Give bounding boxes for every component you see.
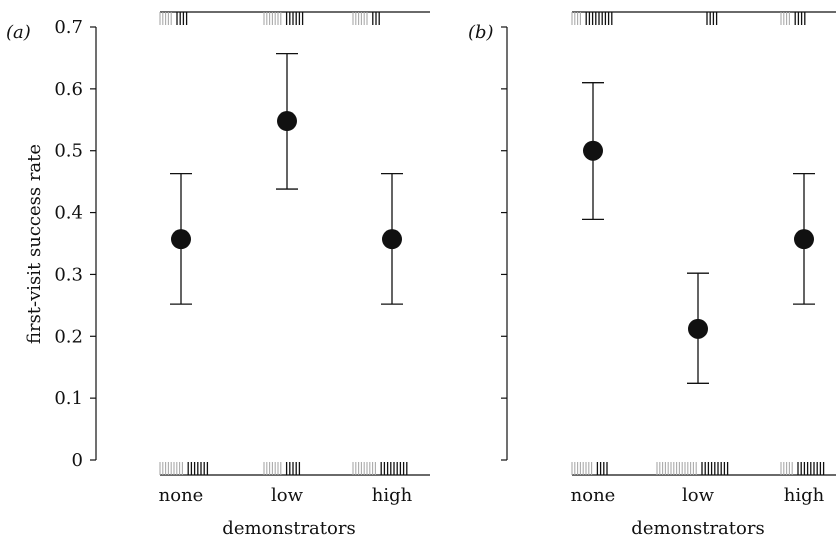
panel-a-points [171, 111, 402, 250]
y-tick-label: 0.5 [54, 141, 83, 162]
panel-a-y-ticks: 0 0.1 0.2 0.3 0.4 0.5 0.6 0.7 [54, 17, 96, 471]
panel-a-x-title: demonstrators [222, 518, 355, 539]
panel-a: (a) 0 0.1 0.2 0.3 0.4 0.5 0.6 0.7 none low high d… [6, 11, 430, 539]
data-point-none [583, 140, 603, 161]
x-tick-label-high: high [372, 485, 413, 506]
data-point-high [794, 229, 814, 250]
panel-b-x-title: demonstrators [631, 518, 764, 539]
x-tick-label-none: none [159, 485, 204, 506]
panel-a-rugs [159, 12, 408, 475]
panel-a-label: (a) [6, 22, 31, 43]
y-tick-label: 0.4 [54, 203, 83, 224]
y-tick-label: 0.2 [54, 326, 83, 347]
panel-b-label: (b) [468, 22, 494, 43]
data-point-none [171, 229, 191, 250]
panel-a-error-bars [170, 52, 403, 305]
data-point-low [277, 111, 297, 132]
y-tick-label: 0.1 [54, 388, 83, 409]
x-tick-label-high: high [784, 485, 825, 506]
y-tick-label: 0.6 [54, 79, 83, 100]
y-tick-label: 0.7 [54, 17, 83, 38]
x-tick-label-low: low [271, 485, 304, 506]
panel-a-x-ticks: none low high [159, 485, 413, 506]
panel-b-x-ticks: none low high [571, 485, 825, 506]
panel-b-rugs [571, 12, 825, 475]
x-tick-label-none: none [571, 485, 616, 506]
y-tick-label: 0 [72, 450, 83, 471]
panel-b-points [583, 140, 814, 339]
data-point-low [688, 318, 708, 339]
y-tick-label: 0.3 [54, 264, 83, 285]
panel-b-y-ticks [501, 26, 507, 461]
data-point-high [382, 229, 402, 250]
panel-b: (b) none low high demonstrators [468, 11, 836, 539]
x-tick-label-low: low [682, 485, 715, 506]
panel-a-y-title: first-visit success rate [24, 144, 45, 344]
